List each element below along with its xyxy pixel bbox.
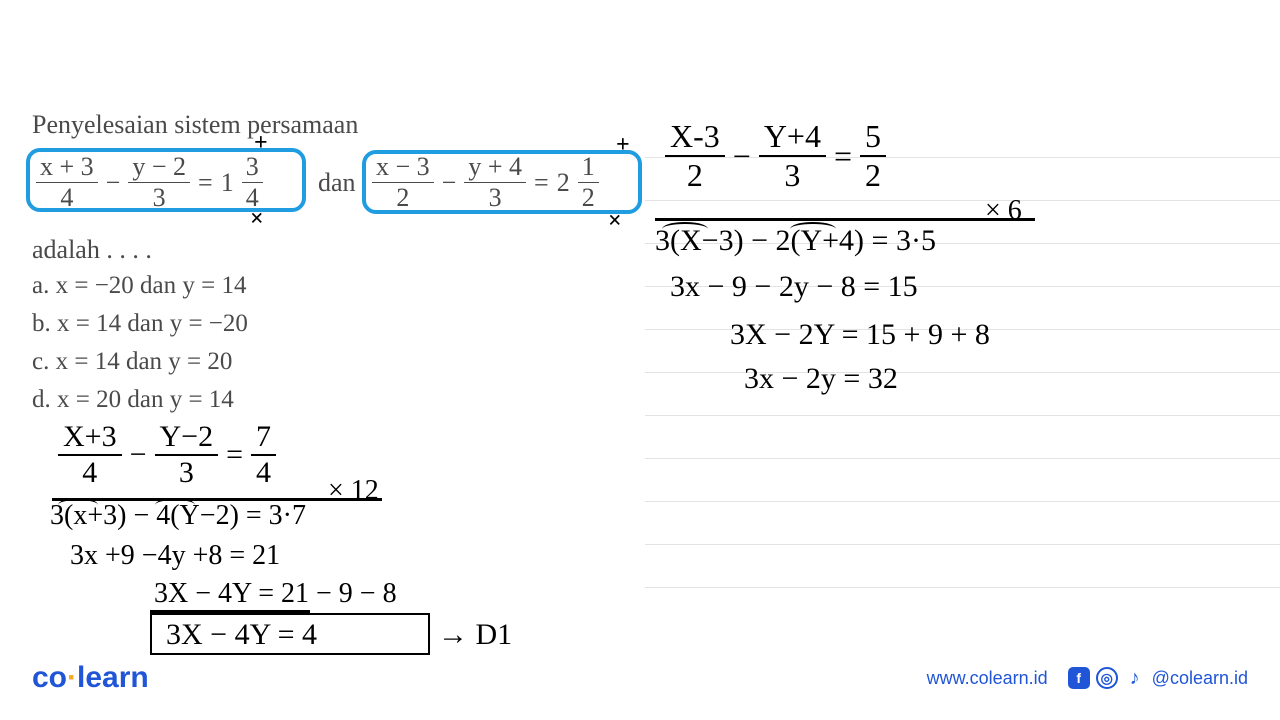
- problem-title: Penyelesaian sistem persamaan: [32, 110, 358, 140]
- facebook-icon: f: [1068, 667, 1090, 689]
- instagram-icon: ◎: [1096, 667, 1118, 689]
- dan-text: dan: [318, 168, 356, 198]
- footer-right: www.colearn.id f ◎ ♪ @colearn.id: [927, 667, 1248, 689]
- tiktok-icon: ♪: [1124, 667, 1146, 689]
- hand-right-line3: 3x − 9 − 2y − 8 = 15: [670, 270, 918, 304]
- x-annot-2: ×: [608, 208, 622, 235]
- plus-annot-1: +: [254, 130, 268, 157]
- logo-dot: ·: [67, 661, 77, 694]
- hand-right-divider: [655, 218, 1035, 221]
- hand-right-line4: 3X − 2Y = 15 + 9 + 8: [730, 318, 990, 352]
- hand-left-d1: → D1: [438, 618, 512, 652]
- hand-right-line5: 3x − 2y = 32: [744, 362, 898, 396]
- hand-right-line1: X-32 − Y+43 = 52: [665, 118, 886, 194]
- x-annot-1: ×: [250, 206, 264, 233]
- hand-left-line2: 3(x+3) − 4(Y−2) = 3·7: [50, 500, 306, 532]
- option-c: c. x = 14 dan y = 20: [32, 348, 232, 376]
- hand-left-resultbox: [150, 613, 430, 655]
- blue-box-1: [26, 148, 306, 212]
- hand-left-line1: X+34 − Y−23 = 74: [58, 420, 276, 490]
- social-group: f ◎ ♪ @colearn.id: [1068, 667, 1248, 689]
- footer: co·learn www.colearn.id f ◎ ♪ @colearn.i…: [0, 658, 1280, 698]
- blue-box-2: [362, 150, 642, 214]
- plus-annot-2: +: [616, 132, 630, 159]
- footer-url: www.colearn.id: [927, 668, 1048, 689]
- logo: co·learn: [32, 661, 149, 695]
- hand-left-line3: 3x +9 −4y +8 = 21: [70, 540, 280, 572]
- adalah-text: adalah . . . .: [32, 235, 152, 265]
- hand-right-line2: 3(X−3) − 2(Y+4) = 3·5: [655, 224, 936, 258]
- option-a: a. x = −20 dan y = 14: [32, 272, 247, 300]
- hand-left-x12: × 12: [328, 475, 379, 507]
- hand-right-x6: × 6: [985, 195, 1022, 227]
- option-d: d. x = 20 dan y = 14: [32, 386, 234, 414]
- hand-left-line4: 3X − 4Y = 21 − 9 − 8: [154, 578, 397, 610]
- social-handle: @colearn.id: [1152, 668, 1248, 689]
- option-b: b. x = 14 dan y = −20: [32, 310, 248, 338]
